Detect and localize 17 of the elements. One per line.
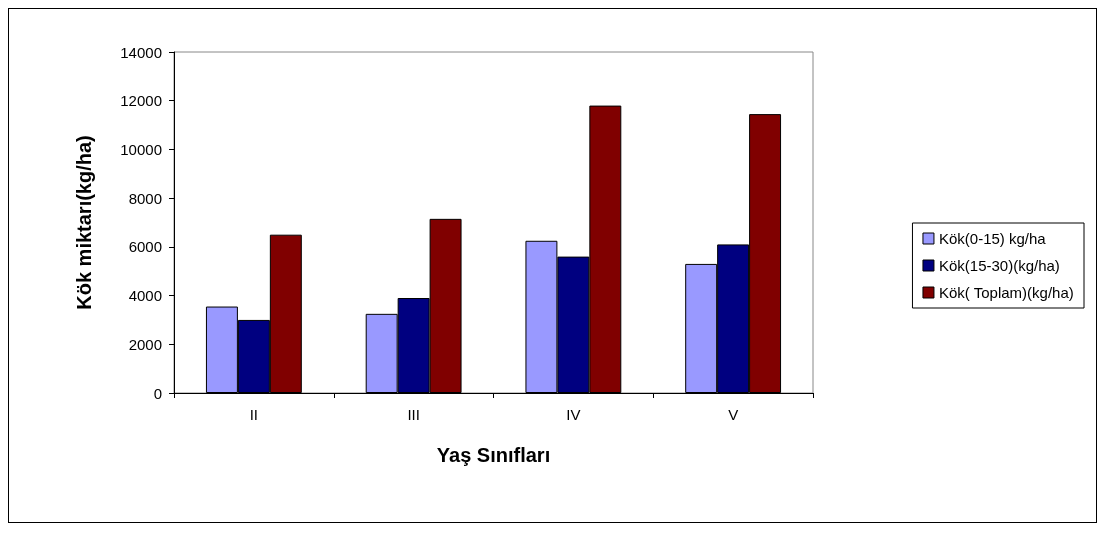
legend-label: Kök( Toplam)(kg/ha)	[938, 284, 1074, 301]
x-tick-label: II	[249, 406, 259, 423]
y-tick-label: 6000	[128, 238, 162, 256]
y-tick-label: 8000	[128, 189, 162, 207]
y-tick-label: 12000	[120, 92, 162, 110]
x-tick-label: III	[407, 406, 420, 423]
legend-label: Kök(15-30)(kg/ha)	[938, 257, 1060, 274]
legend-label: Kök(0-15) kg/ha	[938, 230, 1047, 247]
y-tick-label: 2000	[128, 335, 162, 353]
y-tick-label: 10000	[120, 140, 162, 158]
y-tick-label: 4000	[128, 287, 162, 305]
x-axis-title: Yaş Sınıfları	[436, 444, 551, 466]
x-tick-label: V	[728, 406, 739, 423]
x-tick-label: IV	[566, 406, 581, 423]
y-tick-label: 0	[153, 384, 162, 402]
y-tick-label: 14000	[120, 43, 162, 61]
y-axis-title: Kök miktarı(kg/ha)	[73, 135, 95, 310]
